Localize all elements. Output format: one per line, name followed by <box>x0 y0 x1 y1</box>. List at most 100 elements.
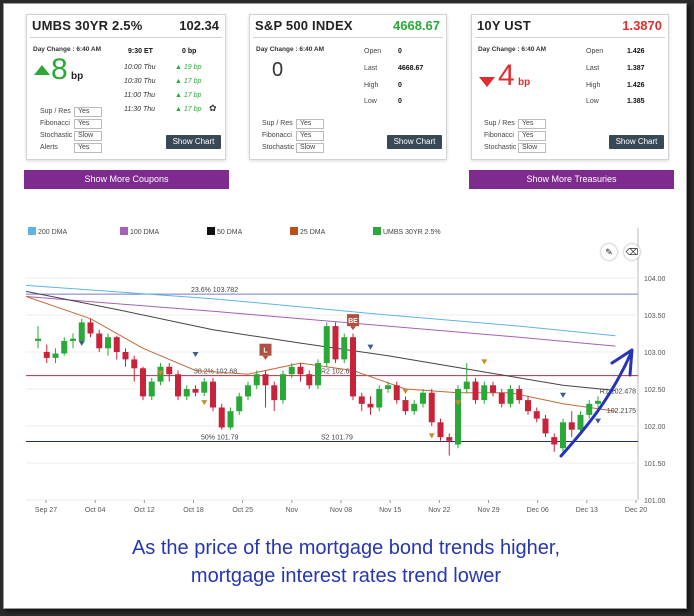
show-chart-button[interactable]: Show Chart <box>609 135 664 149</box>
candle-body <box>341 337 348 360</box>
setting-input[interactable]: Slow <box>74 131 102 141</box>
ma200-line <box>26 284 616 337</box>
tick-value: 0 bp <box>182 48 197 55</box>
screenshot-frame: UMBS 30YR 2.5% 102.34 Day Change : 6:40 … <box>3 3 687 609</box>
signal-marker <box>367 344 374 350</box>
stat-value: 0 <box>398 98 402 105</box>
x-tick-label: Dec 13 <box>576 507 598 514</box>
setting-input[interactable]: Slow <box>518 143 546 153</box>
setting-label: Sup / Res <box>40 108 71 115</box>
candle-body <box>367 403 374 408</box>
x-tick-label: Oct 25 <box>232 507 253 514</box>
setting-input[interactable]: Yes <box>74 119 102 129</box>
candle-body <box>490 385 496 393</box>
setting-label: Stochastic <box>262 144 295 151</box>
change-unit: bp <box>71 71 84 82</box>
signal-marker <box>455 400 461 406</box>
candle-body <box>446 437 453 441</box>
change-unit: bp <box>518 77 531 88</box>
candle-body <box>43 352 50 358</box>
candle-body <box>306 374 313 386</box>
stat-value: 0 <box>398 48 402 55</box>
setting-input[interactable]: Slow <box>296 143 324 153</box>
candle-body <box>595 400 601 404</box>
x-tick-label: Nov <box>286 507 299 514</box>
caption-line-2: mortgage interest rates trend lower <box>190 565 502 587</box>
show-more-treasuries-button[interactable]: Show More Treasuries <box>469 170 674 189</box>
pencil-icon[interactable]: ✎ <box>601 244 617 260</box>
price-chart[interactable]: 104.00 103.50 103.00 102.50 102.00 101.50 101.… <box>26 228 676 520</box>
event-marker-pointer <box>350 326 356 331</box>
setting-input[interactable]: Yes <box>74 107 102 117</box>
level-label: S2 101.79 <box>321 435 353 442</box>
show-chart-button[interactable]: Show Chart <box>387 135 442 149</box>
caption-line-1: As the price of the mortgage bond trends… <box>131 537 561 559</box>
candle-body <box>420 392 426 404</box>
setting-input[interactable]: Yes <box>74 143 102 153</box>
candle-body <box>236 396 243 412</box>
x-tick-label: Oct 18 <box>183 507 204 514</box>
setting-label: Sup / Res <box>262 120 293 127</box>
event-marker-box <box>347 314 359 327</box>
ma100-line <box>26 296 616 347</box>
candle-body <box>315 363 321 386</box>
legend-item-100dma[interactable]: 100 DMA <box>120 227 159 236</box>
day-change-label: Day Change : 6:40 AM <box>33 46 102 53</box>
show-chart-button[interactable]: Show Chart <box>166 135 221 149</box>
gear-icon[interactable]: ✿ <box>209 103 217 113</box>
signal-marker <box>157 370 164 376</box>
setting-input[interactable]: Yes <box>296 119 324 129</box>
candle-body <box>52 353 59 358</box>
right-level-label: R1 102.478 <box>600 389 636 396</box>
legend-label: UMBS 30YR 2.5% <box>383 229 441 236</box>
candle-body <box>586 403 593 415</box>
event-marker-label: BE <box>348 318 358 325</box>
candle-body <box>516 389 523 401</box>
tick-value: ▲ 17 bp <box>175 106 202 113</box>
candle-body <box>350 337 356 397</box>
candle-body <box>140 368 146 397</box>
stat-value: 1.426 <box>627 48 645 55</box>
candle-body <box>551 437 558 445</box>
candle-body <box>332 326 339 360</box>
card-price: 102.34 <box>179 18 219 33</box>
level-label: R2 102.68 <box>321 369 353 376</box>
x-tick-label: Nov 15 <box>379 507 401 514</box>
y-tick-label: 101.00 <box>644 498 666 505</box>
legend-item-umbs[interactable]: UMBS 30YR 2.5% <box>373 227 441 236</box>
tick-value-text: 17 bp <box>183 78 202 85</box>
candle-body <box>61 340 68 354</box>
candle-body <box>542 418 549 434</box>
setting-label: Stochastic <box>484 144 517 151</box>
setting-input[interactable]: Yes <box>296 131 324 141</box>
legend-item-25dma[interactable]: 25 DMA <box>290 227 325 236</box>
tick-time: 10:00 Thu <box>124 64 156 71</box>
eraser-icon[interactable]: ⌫ <box>624 244 640 260</box>
stat-label: Last <box>364 65 378 72</box>
candle-body <box>35 338 41 341</box>
ma25-line <box>26 296 616 412</box>
candle-body <box>376 389 383 408</box>
candle-body <box>481 385 488 401</box>
candle-body <box>280 374 286 401</box>
card-price: 4668.67 <box>393 18 440 33</box>
legend-item-200dma[interactable]: 200 DMA <box>28 227 67 236</box>
candle-body <box>245 385 251 397</box>
legend-swatch <box>373 227 381 235</box>
candle-body <box>262 374 269 386</box>
event-marker-label: L <box>263 348 268 355</box>
stat-label: Open <box>586 48 604 55</box>
setting-input[interactable]: Yes <box>518 131 546 141</box>
show-more-coupons-button[interactable]: Show More Coupons <box>24 170 229 189</box>
setting-label: Fibonacci <box>262 132 292 139</box>
setting-input[interactable]: Yes <box>518 119 546 129</box>
x-tick-label: Sep 27 <box>35 507 57 514</box>
candle-body <box>148 381 155 397</box>
event-marker-pointer <box>262 355 269 360</box>
legend-item-50dma[interactable]: 50 DMA <box>207 227 242 236</box>
candle-body <box>175 374 181 397</box>
candle-body <box>437 422 444 438</box>
x-tick-label: Dec 20 <box>625 507 647 514</box>
candle-body <box>218 407 225 428</box>
x-tick-label: Nov 08 <box>330 507 352 514</box>
